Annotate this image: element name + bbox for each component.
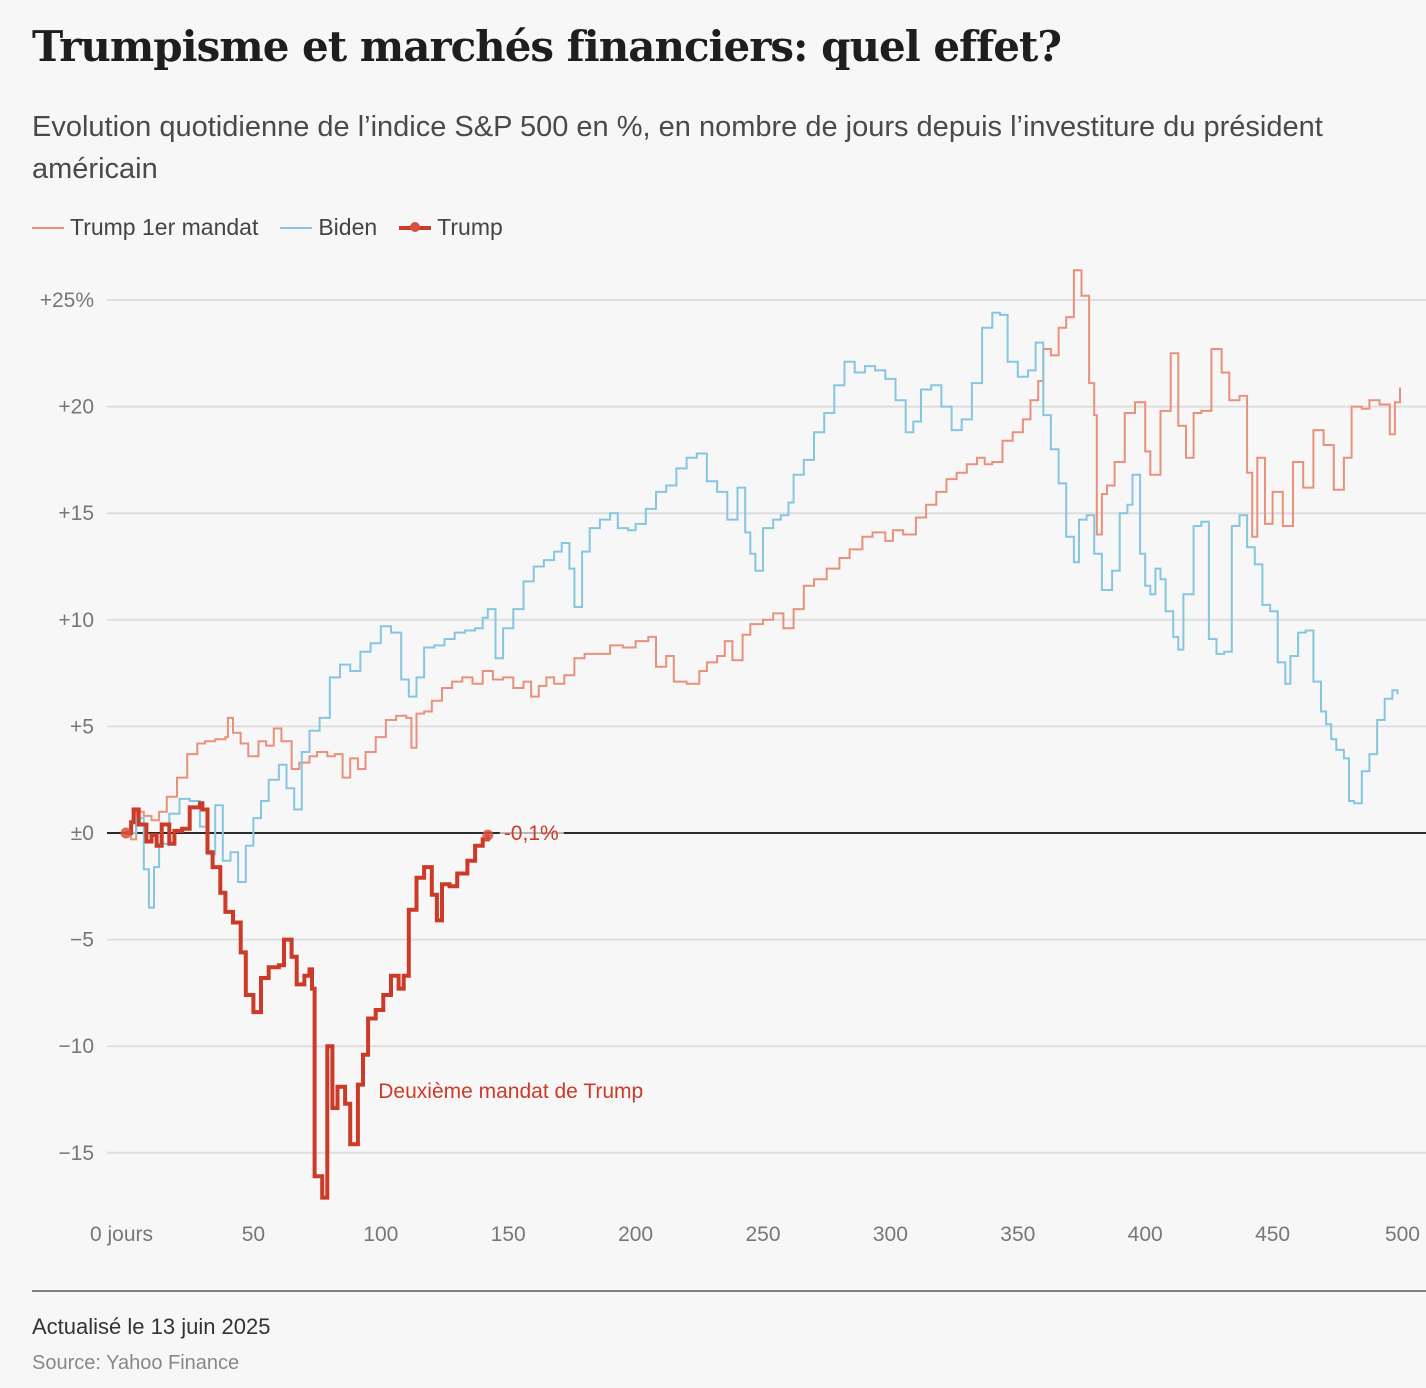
series-trump-first-term (126, 269, 1401, 841)
x-tick-label: 400 (1128, 1223, 1163, 1246)
legend-swatch-trump (399, 221, 432, 232)
legend-dot-icon (410, 221, 421, 232)
updated-date: Actualisé le 13 juin 2025 (32, 1314, 271, 1339)
x-axis-ticks: 0 jours 50 100 150 200 250 300 350 400 450 500 (90, 1223, 1420, 1246)
gridlines (107, 299, 1426, 1154)
x-tick-label: 100 (363, 1223, 398, 1246)
end-label-halo (499, 822, 564, 844)
legend-label: Trump (437, 214, 503, 240)
x-tick-label: 0 jours (90, 1223, 153, 1246)
trump-end-marker (482, 829, 494, 841)
footer-divider (32, 1290, 1426, 1292)
x-tick-label: 500 (1385, 1223, 1420, 1246)
x-tick-label: 200 (618, 1223, 653, 1246)
legend-item-biden: Biden (280, 214, 377, 241)
x-tick-label: 250 (745, 1223, 780, 1246)
x-tick-label: 50 (242, 1223, 265, 1246)
y-axis-ticks: +25% +20 +15 +10 +5 ±0 −5 −10 −15 (40, 289, 94, 1165)
y-tick-label: +5 (70, 715, 94, 738)
annotations: Deuxième mandat de Trump -0,1% (120, 822, 643, 1103)
series-biden (126, 311, 1399, 909)
source-note: Source: Yahoo Finance (32, 1352, 240, 1374)
y-tick-label: +15 (58, 502, 94, 525)
y-tick-label: −5 (70, 929, 94, 952)
trump-start-marker (120, 827, 132, 839)
legend-swatch-biden (280, 226, 313, 229)
legend-swatch-trump-first-term (32, 226, 64, 229)
legend: Trump 1er mandat Biden Trump (32, 214, 525, 241)
legend-label: Trump 1er mandat (70, 214, 259, 240)
x-tick-label: 350 (1000, 1223, 1035, 1246)
y-tick-label: −15 (58, 1142, 94, 1165)
line-chart: +25% +20 +15 +10 +5 ±0 −5 −10 −15 0 jours 50 100 15… (40, 269, 1426, 1246)
legend-item-trump: Trump (399, 214, 503, 241)
y-tick-label: +20 (58, 396, 94, 419)
legend-label: Biden (318, 214, 378, 240)
legend-item-trump-first-term: Trump 1er mandat (32, 214, 258, 241)
y-tick-label: ±0 (71, 822, 94, 845)
series-trump (126, 801, 490, 1200)
y-tick-label: −10 (58, 1035, 94, 1058)
x-tick-label: 150 (491, 1223, 526, 1246)
y-tick-label: +25% (40, 289, 94, 312)
series-lines (126, 269, 1401, 1200)
end-value-label: -0,1% (504, 822, 559, 845)
annotation-second-term: Deuxième mandat de Trump (378, 1080, 643, 1103)
x-tick-label: 450 (1255, 1223, 1290, 1246)
x-tick-label: 300 (873, 1223, 908, 1246)
chart-title: Trumpisme et marchés financiers: quel ef… (32, 22, 1062, 71)
chart-subtitle: Evolution quotidienne de l’indice S&P 50… (32, 111, 1323, 185)
y-tick-label: +10 (58, 609, 94, 632)
